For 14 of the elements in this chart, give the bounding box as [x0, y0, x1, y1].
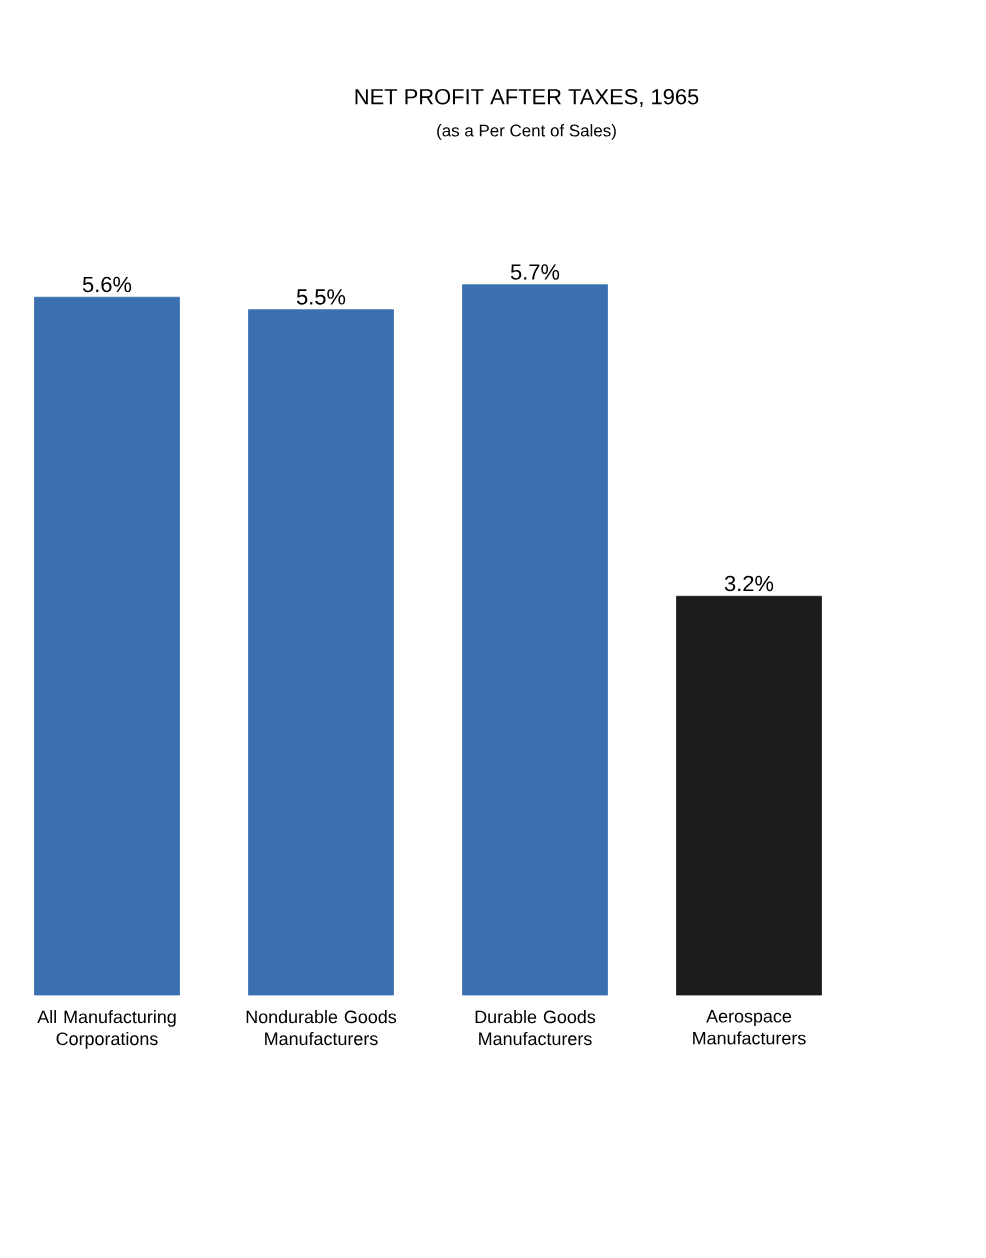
bar	[248, 309, 394, 996]
chart-subtitle: (as a Per Cent of Sales)	[437, 124, 616, 140]
x-tick-label: All Manufacturing Corporations	[37, 1010, 176, 1049]
data-label: 5.7%	[510, 264, 560, 280]
bar	[34, 296, 180, 996]
data-label: 5.6%	[82, 276, 132, 293]
bar	[462, 284, 608, 996]
x-tick-label: Durable Goods Manufacturers	[475, 1010, 596, 1046]
data-label: 3.2%	[724, 575, 774, 592]
data-label: 5.5%	[296, 289, 346, 305]
chart-title: NET PROFIT AFTER TAXES, 1965	[355, 88, 699, 108]
bar	[676, 595, 822, 996]
x-tick-label: Nondurable Goods Manufacturers	[246, 1010, 397, 1046]
x-tick-label: Aerospace Manufacturers	[693, 1010, 806, 1045]
